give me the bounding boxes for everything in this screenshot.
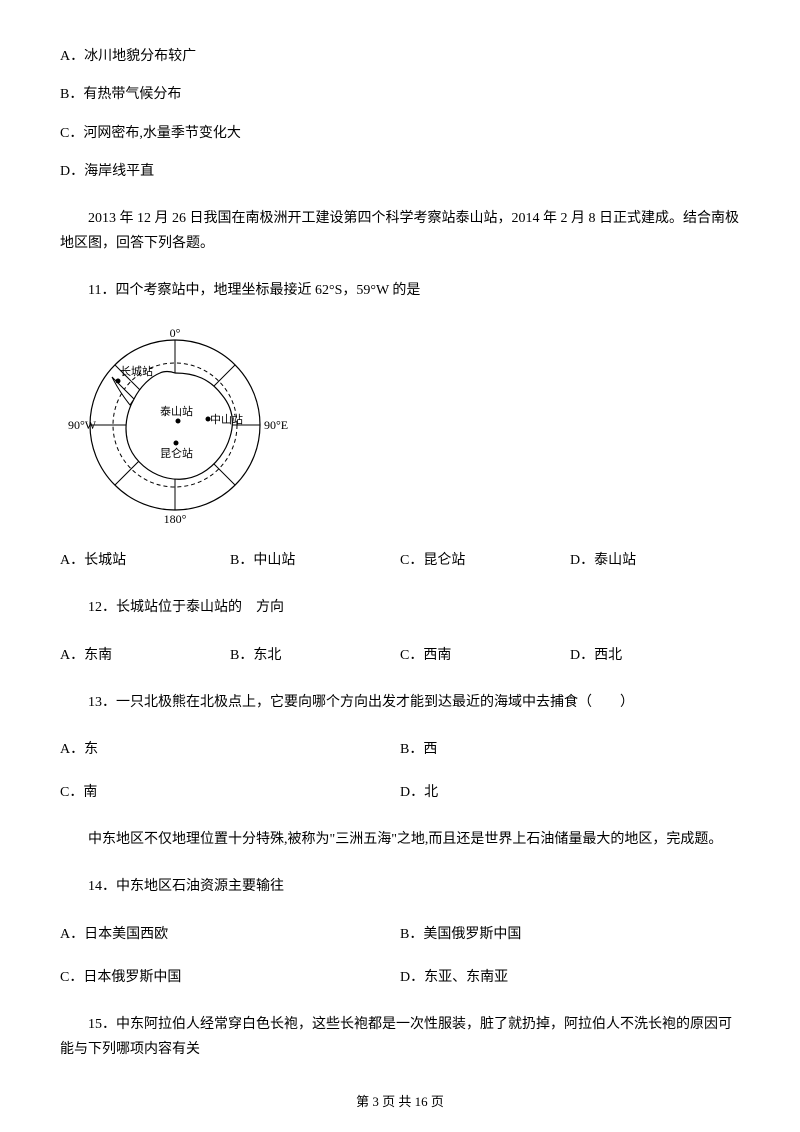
option-d: D．海岸线平直 <box>60 161 740 183</box>
label-90e: 90°E <box>264 418 288 432</box>
label-180: 180° <box>164 512 187 525</box>
antarctica-map-diagram: 0° 90°W 90°E 180° 长城站 泰山站 中山站 昆仑站 <box>60 325 740 530</box>
label-changcheng: 长城站 <box>120 364 153 378</box>
passage-middle-east: 中东地区不仅地理位置十分特殊,被称为"三洲五海"之地,而且还是世界上石油储量最大… <box>60 827 740 852</box>
q12-choices: A．东南 B．东北 C．西南 D．西北 <box>60 643 740 668</box>
q13-choices-row1: A．东 B．西 <box>60 737 740 762</box>
label-zhongshan: 中山站 <box>210 412 243 426</box>
passage-antarctica: 2013 年 12 月 26 日我国在南极洲开工建设第四个科学考察站泰山站，20… <box>60 206 740 256</box>
page-content: A．冰川地貌分布较广 B．有热带气候分布 C．河网密布,水量季节变化大 D．海岸… <box>0 0 800 1062</box>
question-11: 11．四个考察站中，地理坐标最接近 62°S，59°W 的是 <box>60 278 740 303</box>
q13-choice-a: A．东 <box>60 737 400 762</box>
q13-choice-d: D．北 <box>400 780 740 805</box>
option-a: A．冰川地貌分布较广 <box>60 46 740 68</box>
q13-choice-b: B．西 <box>400 737 740 762</box>
q13-choice-c: C．南 <box>60 780 400 805</box>
question-14: 14．中东地区石油资源主要输往 <box>60 874 740 899</box>
q12-choice-a: A．东南 <box>60 643 230 668</box>
q11-choices: A．长城站 B．中山站 C．昆仑站 D．泰山站 <box>60 548 740 573</box>
q11-choice-b: B．中山站 <box>230 548 400 573</box>
q12-choice-c: C．西南 <box>400 643 570 668</box>
question-15: 15．中东阿拉伯人经常穿白色长袍，这些长袍都是一次性服装，脏了就扔掉，阿拉伯人不… <box>60 1012 740 1062</box>
q14-choices-row2: C．日本俄罗斯中国 D．东亚、东南亚 <box>60 965 740 990</box>
q14-choice-b: B．美国俄罗斯中国 <box>400 922 740 947</box>
q13-choices-row2: C．南 D．北 <box>60 780 740 805</box>
q14-choice-d: D．东亚、东南亚 <box>400 965 740 990</box>
page-footer: 第 3 页 共 16 页 <box>0 1091 800 1110</box>
question-12: 12．长城站位于泰山站的 方向 <box>60 595 740 620</box>
option-c: C．河网密布,水量季节变化大 <box>60 123 740 145</box>
q12-choice-d: D．西北 <box>570 643 740 668</box>
q14-choices-row1: A．日本美国西欧 B．美国俄罗斯中国 <box>60 922 740 947</box>
q12-choice-b: B．东北 <box>230 643 400 668</box>
q11-choice-c: C．昆仑站 <box>400 548 570 573</box>
label-kunlun: 昆仑站 <box>160 446 193 460</box>
q14-choice-a: A．日本美国西欧 <box>60 922 400 947</box>
question-13: 13．一只北极熊在北极点上，它要向哪个方向出发才能到达最近的海域中去捕食（ ） <box>60 690 740 715</box>
q11-choice-d: D．泰山站 <box>570 548 740 573</box>
option-b: B．有热带气候分布 <box>60 84 740 106</box>
q11-choice-a: A．长城站 <box>60 548 230 573</box>
label-90w: 90°W <box>68 418 97 432</box>
label-0deg: 0° <box>170 326 181 340</box>
q14-choice-c: C．日本俄罗斯中国 <box>60 965 400 990</box>
label-taishan: 泰山站 <box>160 404 193 418</box>
